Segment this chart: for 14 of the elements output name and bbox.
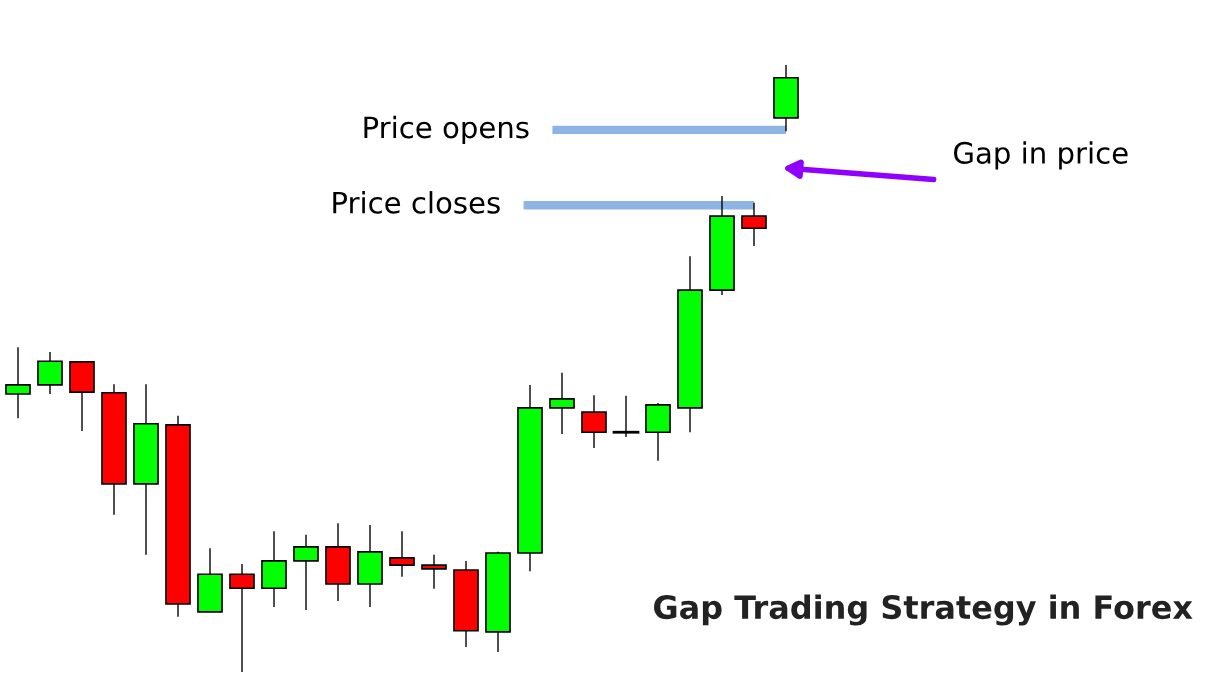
candlestick — [421, 554, 447, 590]
candlestick — [741, 202, 767, 247]
candlestick — [293, 534, 319, 611]
candlestick — [37, 351, 63, 395]
annotation: Price opens — [364, 115, 529, 145]
candlestick — [612, 395, 640, 438]
candlestick — [229, 563, 255, 673]
candlestick — [549, 372, 575, 435]
annotation: Price closes — [333, 191, 500, 214]
candlestick — [581, 394, 607, 449]
text: Gap in price — [954, 141, 1128, 170]
candlestick — [389, 530, 415, 578]
text: Gap Trading Strategy in Forex — [654, 594, 1193, 626]
candlestick — [5, 346, 31, 419]
